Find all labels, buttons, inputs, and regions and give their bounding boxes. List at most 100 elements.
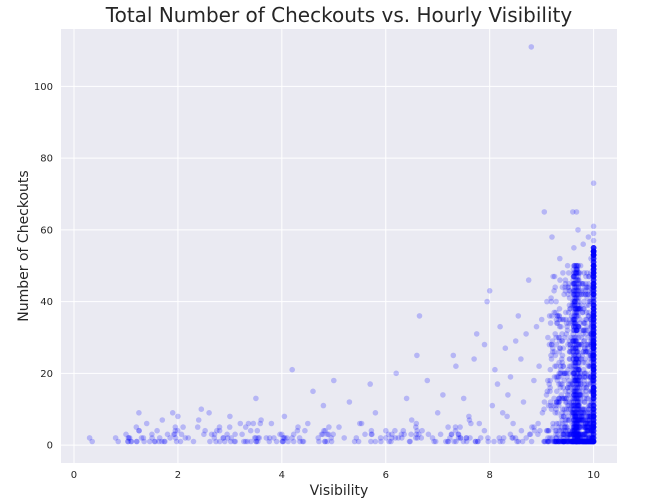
data-point	[579, 309, 586, 316]
data-point	[559, 331, 565, 337]
data-point	[576, 406, 582, 413]
data-point	[590, 384, 597, 391]
data-point	[590, 427, 597, 434]
data-point	[590, 388, 597, 395]
data-point	[552, 438, 558, 445]
data-point	[590, 366, 597, 373]
data-point	[258, 417, 264, 423]
data-point	[590, 252, 597, 258]
data-point	[263, 435, 270, 441]
data-point	[590, 384, 597, 391]
data-point	[571, 392, 577, 398]
data-point	[573, 438, 579, 445]
data-point	[584, 341, 591, 348]
data-point	[577, 435, 584, 441]
data-point	[574, 313, 580, 319]
data-point	[434, 410, 441, 416]
data-point	[590, 338, 597, 344]
data-point	[577, 438, 584, 445]
data-point	[590, 248, 597, 255]
data-point	[572, 374, 578, 380]
data-point	[228, 435, 235, 441]
data-point	[388, 438, 394, 445]
data-point	[576, 438, 582, 445]
data-point	[586, 352, 593, 359]
data-point	[547, 388, 553, 395]
data-point	[590, 392, 597, 398]
data-point	[590, 352, 597, 359]
data-point	[587, 316, 594, 323]
data-point	[558, 374, 564, 380]
data-point	[545, 334, 551, 341]
data-point	[588, 435, 594, 441]
data-point	[585, 334, 591, 341]
data-point	[590, 245, 597, 251]
data-point	[574, 302, 581, 309]
data-point	[571, 370, 577, 377]
data-point	[556, 316, 563, 323]
data-point	[558, 413, 565, 420]
data-point	[570, 273, 577, 280]
data-point	[587, 438, 594, 445]
data-point	[586, 435, 592, 441]
data-point	[590, 338, 597, 344]
data-point	[590, 381, 597, 387]
data-point	[590, 384, 597, 391]
data-point	[565, 438, 572, 445]
data-point	[574, 438, 580, 445]
data-point	[570, 352, 577, 359]
data-point	[590, 410, 597, 416]
data-point	[590, 435, 596, 441]
data-point	[553, 438, 559, 445]
data-point	[573, 352, 579, 359]
data-point	[590, 338, 597, 344]
data-point	[578, 334, 585, 341]
data-point	[556, 395, 563, 402]
data-point	[572, 413, 579, 420]
data-point	[581, 431, 587, 438]
data-point	[564, 374, 570, 380]
data-point	[579, 349, 586, 355]
data-point	[590, 424, 597, 430]
data-point	[575, 417, 581, 423]
data-point	[575, 431, 582, 438]
data-point	[541, 209, 548, 215]
data-point	[255, 435, 261, 441]
data-point	[416, 313, 423, 319]
data-point	[504, 413, 510, 420]
data-point	[573, 438, 579, 445]
data-point	[590, 413, 597, 420]
data-point	[570, 320, 577, 326]
data-point	[590, 266, 597, 273]
data-point	[355, 438, 362, 445]
data-point	[589, 363, 595, 370]
data-point	[558, 438, 564, 445]
data-point	[590, 248, 597, 255]
data-point	[466, 417, 473, 423]
data-point	[570, 417, 577, 423]
data-point	[586, 435, 593, 441]
data-point	[588, 388, 595, 395]
data-point	[570, 431, 576, 438]
data-point	[341, 435, 348, 441]
data-point	[590, 323, 597, 330]
data-point	[299, 438, 306, 445]
data-point	[536, 363, 542, 370]
data-point	[588, 438, 595, 445]
data-point	[175, 413, 181, 420]
data-point	[571, 302, 577, 309]
data-point	[152, 438, 158, 445]
data-point	[254, 427, 261, 434]
data-point	[558, 392, 565, 398]
data-point	[523, 435, 529, 441]
data-point	[575, 377, 582, 384]
data-point	[580, 280, 586, 287]
data-point	[590, 424, 597, 430]
data-point	[590, 313, 597, 319]
data-point	[576, 306, 582, 312]
data-point	[573, 417, 579, 423]
data-point	[590, 424, 596, 430]
data-point	[571, 384, 578, 391]
data-point	[570, 410, 576, 416]
data-point	[590, 273, 597, 280]
